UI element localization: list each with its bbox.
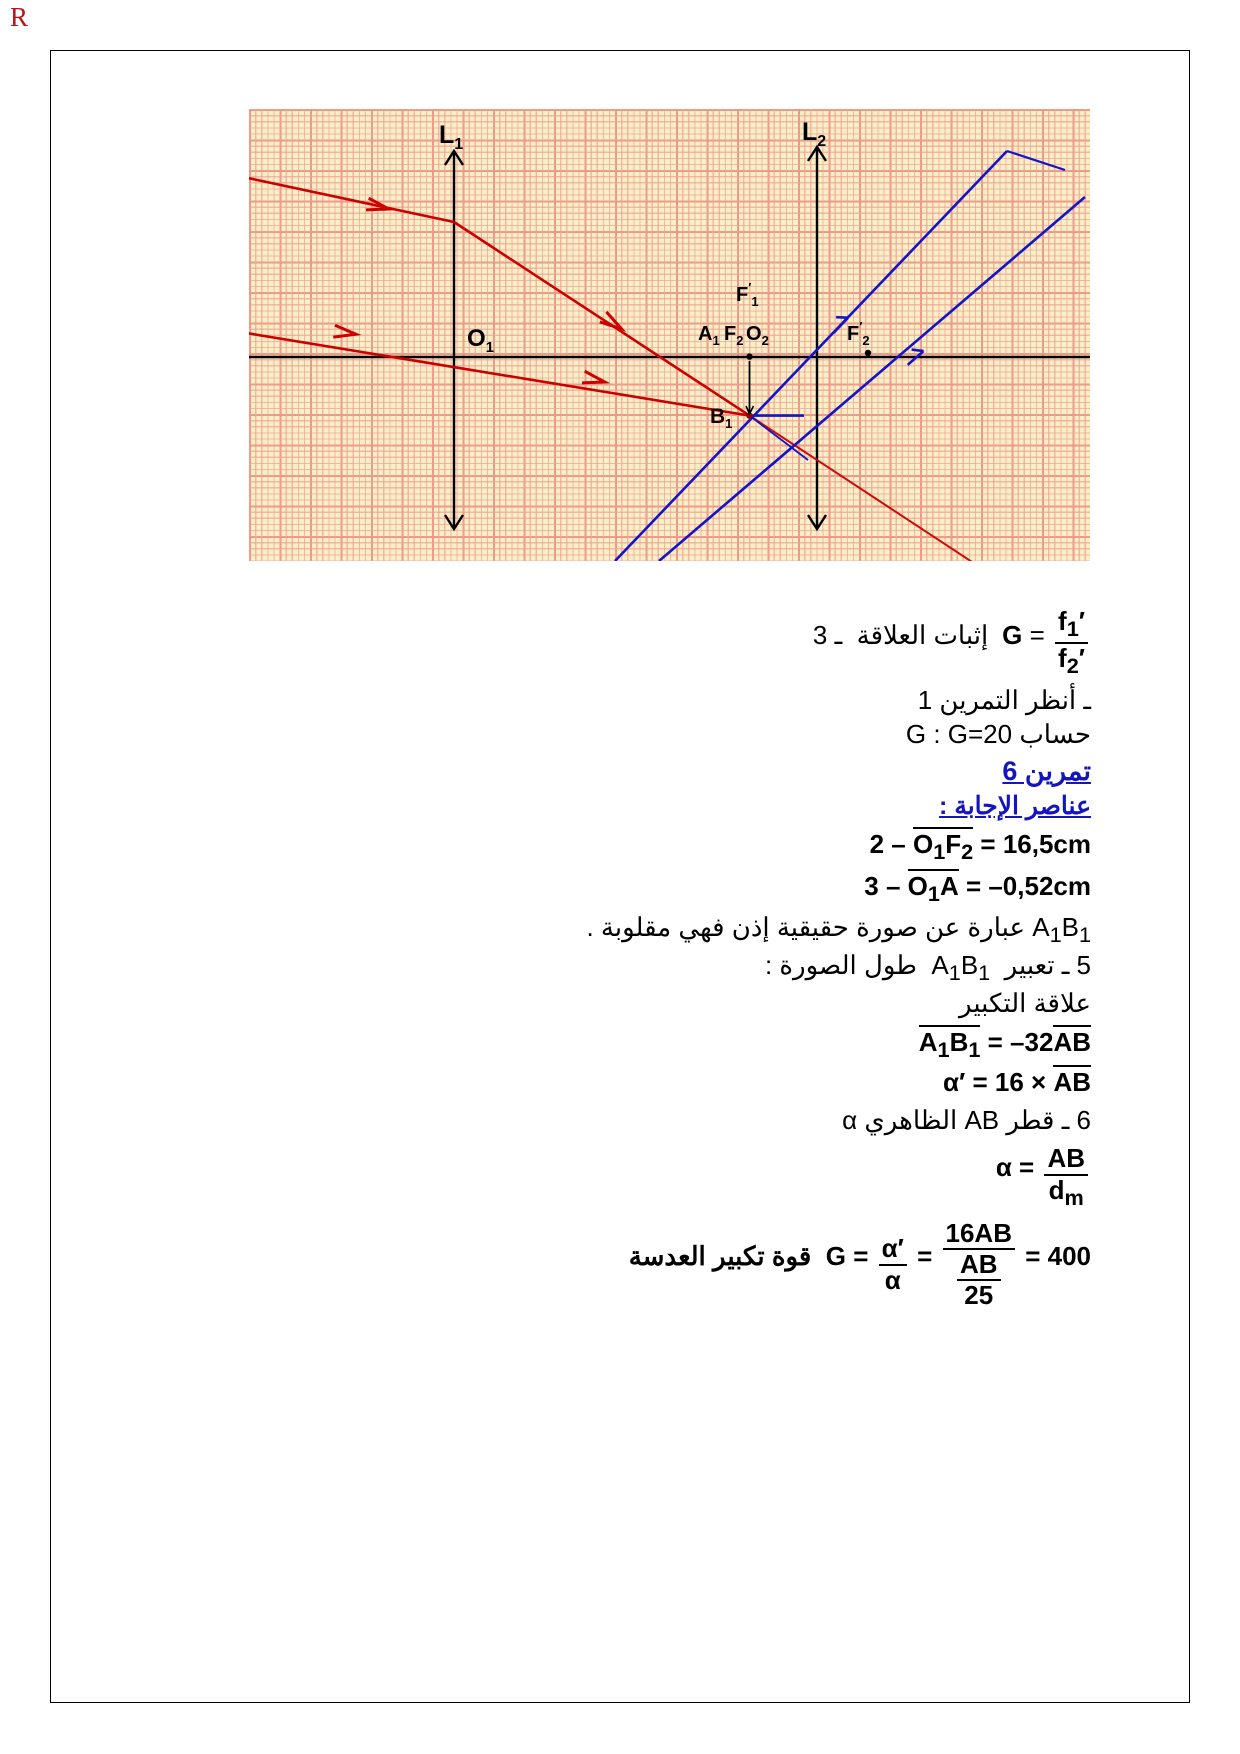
svg-text:B1: B1 (710, 405, 732, 431)
svg-text:O2: O2 (746, 323, 769, 348)
svg-text:F′1: F′1 (736, 280, 759, 309)
svg-text:F′2: F′2 (847, 319, 870, 348)
svg-text:O1: O1 (467, 325, 494, 356)
svg-text:L2: L2 (802, 118, 826, 150)
svg-text:F2: F2 (724, 323, 743, 348)
svg-text:A1: A1 (698, 323, 720, 348)
svg-text:L1: L1 (439, 121, 463, 153)
